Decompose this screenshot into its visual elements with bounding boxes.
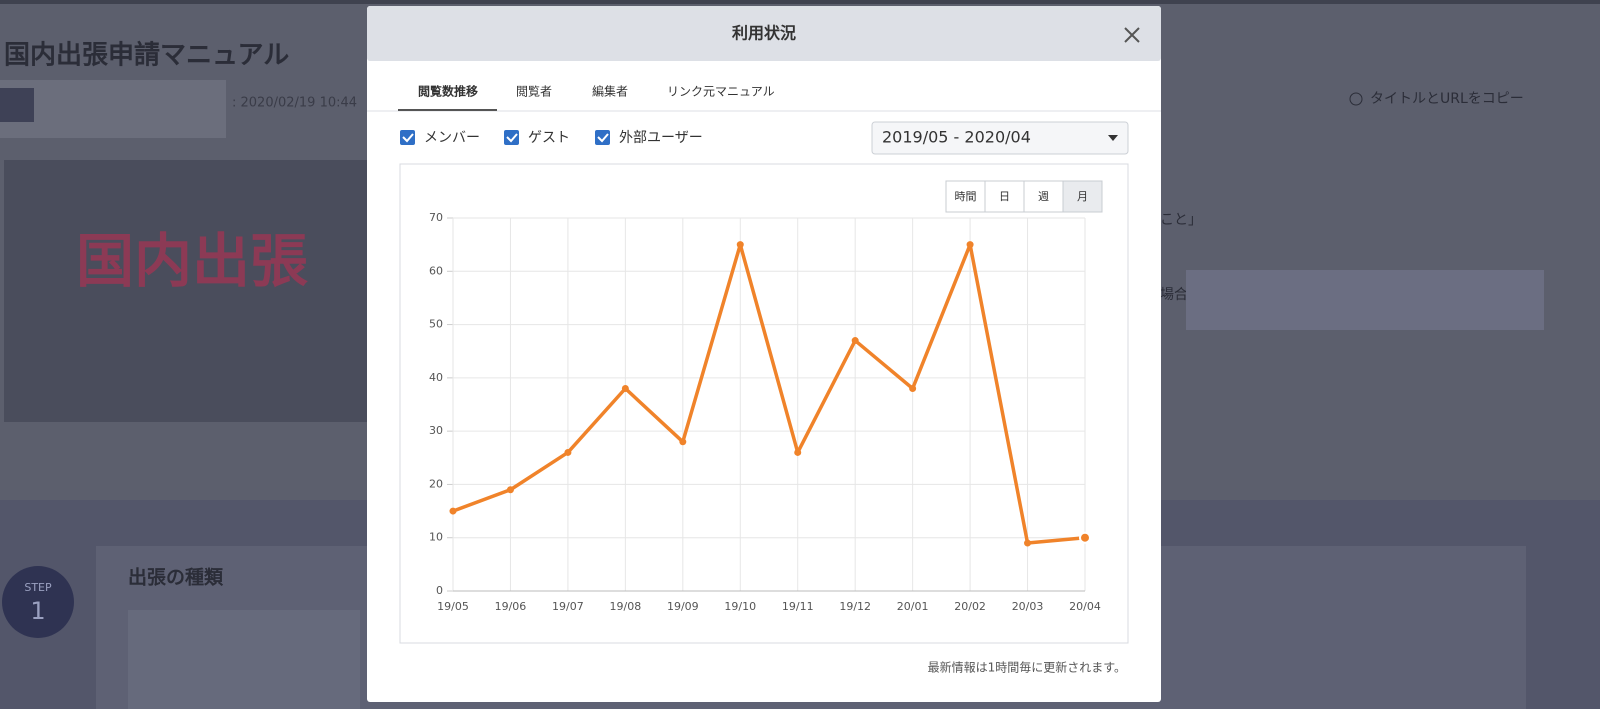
section-title: 出張の種類 bbox=[128, 566, 224, 589]
copy-link[interactable]: タイトルとURLをコピー bbox=[1370, 91, 1524, 107]
granularity-label: 日 bbox=[999, 190, 1010, 203]
banner-text: 国内出張 bbox=[76, 227, 308, 295]
modal-header bbox=[367, 6, 1161, 61]
share-icon bbox=[1349, 92, 1363, 106]
tab[interactable]: 編集者 bbox=[592, 84, 628, 99]
checkmark bbox=[597, 133, 609, 143]
x-tick-label: 19/12 bbox=[839, 600, 871, 613]
data-point bbox=[909, 385, 917, 393]
filter-label: ゲスト bbox=[528, 130, 570, 146]
granularity-label: 週 bbox=[1038, 190, 1049, 203]
data-point bbox=[736, 241, 744, 249]
step-number: 1 bbox=[30, 597, 45, 625]
x-tick-label: 19/09 bbox=[667, 600, 699, 613]
modal: 利用状況 2019/05 - 2020/04 最新情報は1時間毎に更新されます。 bbox=[367, 6, 1161, 702]
x-tick-label: 19/08 bbox=[610, 600, 642, 613]
filter-label: 外部ユーザー bbox=[619, 130, 703, 146]
x-tick-label: 19/11 bbox=[782, 600, 814, 613]
x-tick-label: 20/01 bbox=[897, 600, 929, 613]
data-point bbox=[794, 448, 802, 456]
data-point bbox=[851, 337, 859, 345]
checkmark bbox=[506, 133, 518, 143]
x-tick-label: 20/02 bbox=[954, 600, 986, 613]
data-point bbox=[621, 385, 629, 393]
data-point bbox=[1079, 531, 1091, 544]
filter-label: メンバー bbox=[424, 130, 480, 146]
banner-image bbox=[4, 160, 368, 422]
x-tick-label: 19/07 bbox=[552, 600, 584, 613]
x-tick-label: 19/05 bbox=[437, 600, 469, 613]
x-tick-label: 20/04 bbox=[1069, 600, 1101, 613]
y-tick-label: 40 bbox=[429, 371, 443, 384]
tab[interactable]: 閲覧数推移 bbox=[418, 84, 478, 99]
y-tick-label: 30 bbox=[429, 424, 443, 437]
blurred-block bbox=[1186, 270, 1544, 330]
top-bar bbox=[0, 0, 1600, 4]
page-title: 国内出張申請マニュアル bbox=[4, 40, 289, 71]
y-tick-label: 60 bbox=[429, 264, 443, 277]
x-tick-label: 19/06 bbox=[495, 600, 527, 613]
granularity-button[interactable] bbox=[945, 180, 986, 213]
modal-title: 利用状況 bbox=[732, 24, 796, 43]
granularity-label: 月 bbox=[1077, 190, 1088, 203]
blurred-block bbox=[0, 80, 226, 138]
close-button[interactable] bbox=[1124, 27, 1140, 43]
y-tick-label: 10 bbox=[429, 531, 443, 544]
data-point bbox=[1024, 539, 1032, 547]
page-date: : 2020/02/19 10:44 bbox=[232, 96, 357, 111]
checkbox[interactable] bbox=[400, 130, 415, 145]
tab[interactable]: リンク元マニュアル bbox=[667, 85, 775, 99]
chart-frame bbox=[399, 163, 1129, 644]
granularity-label: 時間 bbox=[955, 190, 977, 203]
checkmark bbox=[402, 133, 414, 143]
blurred-block bbox=[128, 610, 360, 709]
period-text: 2019/05 - 2020/04 bbox=[882, 128, 1031, 147]
data-point bbox=[506, 486, 514, 494]
blurred-avatar bbox=[0, 88, 34, 122]
checkbox[interactable] bbox=[504, 130, 519, 145]
granularity-button[interactable] bbox=[984, 180, 1025, 213]
granularity-button[interactable] bbox=[1062, 180, 1103, 213]
period-select[interactable] bbox=[871, 121, 1129, 155]
data-point bbox=[966, 241, 974, 249]
data-point bbox=[564, 448, 572, 456]
line-series bbox=[452, 242, 1086, 545]
text-fragment: 場合( bbox=[1160, 287, 1193, 303]
y-tick-label: 70 bbox=[429, 211, 443, 224]
tab[interactable]: 閲覧者 bbox=[516, 85, 552, 99]
data-point bbox=[679, 438, 687, 446]
checkbox[interactable] bbox=[595, 130, 610, 145]
dropdown-arrow bbox=[1108, 135, 1118, 141]
y-tick-label: 0 bbox=[436, 584, 443, 597]
y-tick-label: 20 bbox=[429, 477, 443, 490]
y-tick-label: 50 bbox=[429, 318, 443, 331]
footer-note: 最新情報は1時間毎に更新されます。 bbox=[928, 660, 1126, 675]
modal-panel bbox=[367, 6, 1161, 702]
step-badge bbox=[2, 566, 74, 638]
step-label: STEP bbox=[24, 581, 52, 594]
text-fragment: こと」 bbox=[1160, 212, 1202, 228]
granularity-button[interactable] bbox=[1023, 180, 1064, 213]
data-point bbox=[449, 507, 457, 515]
x-tick-label: 20/03 bbox=[1012, 600, 1044, 613]
x-tick-label: 19/10 bbox=[724, 600, 756, 613]
